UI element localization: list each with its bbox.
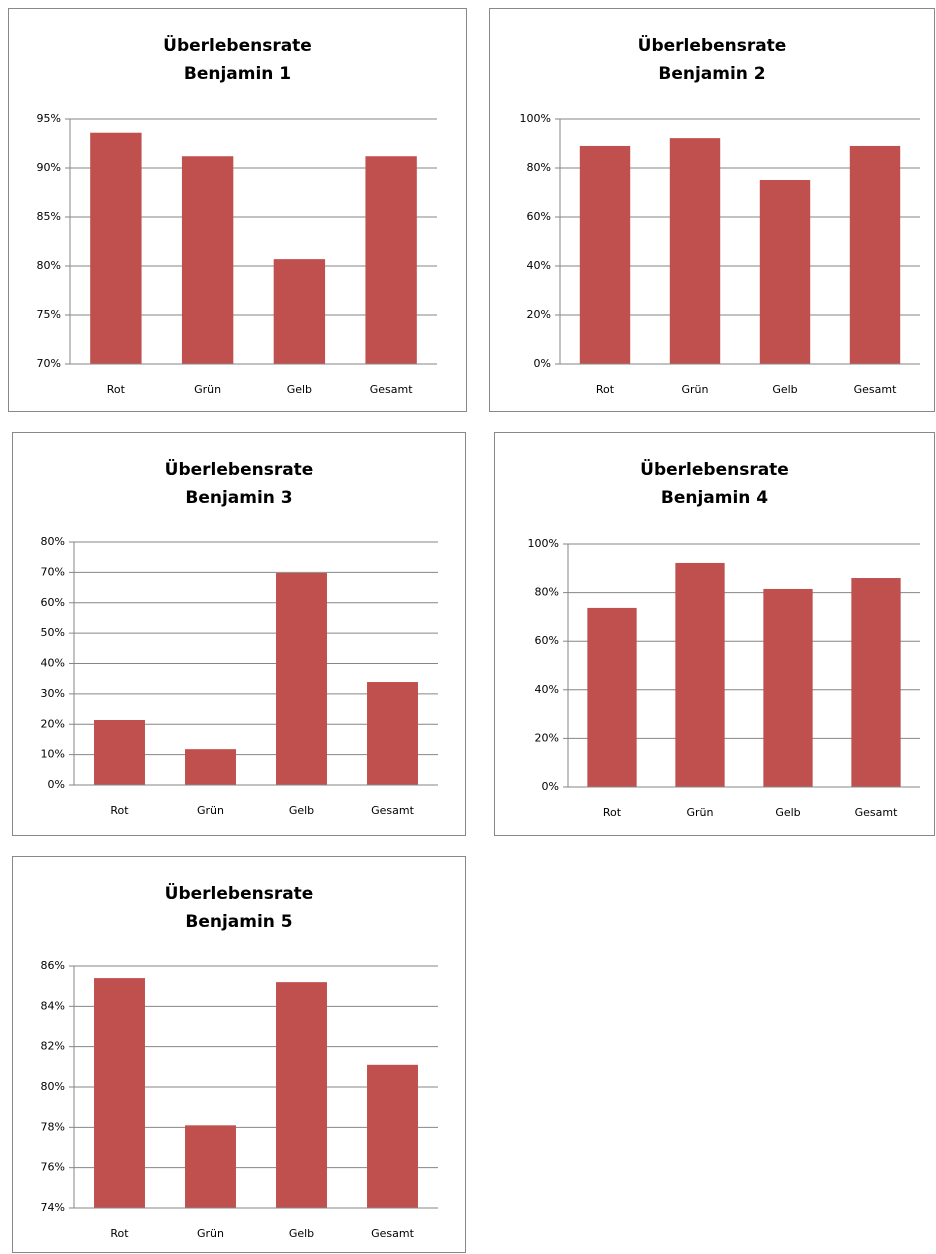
bar bbox=[94, 719, 145, 785]
chart-subtitle: Benjamin 5 bbox=[185, 912, 292, 932]
chart-title: Überlebensrate bbox=[163, 34, 312, 56]
bar bbox=[759, 180, 811, 364]
y-tick-label: 100% bbox=[520, 112, 551, 125]
chart-title: Überlebensrate bbox=[165, 882, 314, 904]
x-tick-label: Gelb bbox=[772, 383, 797, 396]
x-tick-label: Gelb bbox=[289, 1227, 314, 1240]
x-tick-label: Gesamt bbox=[371, 804, 414, 817]
y-tick-label: 95% bbox=[37, 112, 61, 125]
x-tick-label: Rot bbox=[110, 804, 129, 817]
y-tick-label: 20% bbox=[41, 717, 65, 730]
y-tick-label: 30% bbox=[41, 687, 65, 700]
chart: Überlebensrate Benjamin 3 0% 10% 20% 30% 40% 50… bbox=[12, 432, 466, 836]
y-tick-label: 0% bbox=[48, 778, 65, 791]
chart: Überlebensrate Benjamin 2 0% 20% 40% 60% 80% 10… bbox=[489, 8, 935, 412]
bar bbox=[94, 978, 145, 1208]
y-tick-label: 20% bbox=[535, 731, 559, 744]
y-tick-label: 20% bbox=[527, 308, 551, 321]
y-tick-label: 90% bbox=[37, 161, 61, 174]
y-tick-label: 80% bbox=[41, 535, 65, 548]
y-tick-label: 40% bbox=[41, 657, 65, 670]
y-tick-label: 0% bbox=[542, 780, 559, 793]
bar bbox=[90, 132, 142, 364]
chart: Überlebensrate Benjamin 4 0% 20% 40% 60% 80% 10… bbox=[494, 432, 935, 836]
bar bbox=[276, 572, 327, 785]
y-tick-label: 78% bbox=[41, 1120, 65, 1133]
bar bbox=[367, 682, 418, 785]
bar bbox=[273, 259, 326, 364]
bar bbox=[763, 588, 813, 787]
chart-subtitle: Benjamin 3 bbox=[185, 488, 292, 508]
bar bbox=[185, 749, 236, 785]
bar bbox=[185, 1125, 236, 1208]
y-tick-label: 84% bbox=[41, 999, 65, 1012]
x-tick-label: Gelb bbox=[775, 806, 800, 819]
y-tick-label: 80% bbox=[41, 1080, 65, 1093]
x-tick-label: Gelb bbox=[287, 383, 312, 396]
y-tick-label: 10% bbox=[41, 748, 65, 761]
y-tick-label: 60% bbox=[535, 634, 559, 647]
y-tick-label: 82% bbox=[41, 1040, 65, 1053]
chart-title: Überlebensrate bbox=[638, 34, 787, 56]
bar bbox=[276, 982, 327, 1208]
chart-title: Überlebensrate bbox=[640, 458, 789, 480]
x-tick-label: Rot bbox=[603, 806, 622, 819]
chart: Überlebensrate Benjamin 5 74% 76% 78% 80% 82% 8… bbox=[12, 856, 466, 1253]
y-tick-label: 80% bbox=[535, 586, 559, 599]
y-tick-label: 100% bbox=[528, 537, 559, 550]
y-tick-label: 0% bbox=[534, 357, 551, 370]
x-tick-label: Rot bbox=[110, 1227, 129, 1240]
bar bbox=[587, 607, 637, 787]
y-tick-label: 86% bbox=[41, 959, 65, 972]
y-tick-label: 75% bbox=[37, 308, 61, 321]
x-tick-label: Grün bbox=[197, 1227, 224, 1240]
bar bbox=[367, 1064, 418, 1208]
x-tick-label: Gelb bbox=[289, 804, 314, 817]
x-tick-label: Gesamt bbox=[855, 806, 898, 819]
y-tick-label: 70% bbox=[41, 565, 65, 578]
bar bbox=[579, 145, 631, 364]
y-tick-label: 80% bbox=[527, 161, 551, 174]
y-tick-label: 60% bbox=[41, 596, 65, 609]
x-tick-label: Grün bbox=[194, 383, 221, 396]
bar bbox=[675, 562, 725, 787]
y-tick-label: 50% bbox=[41, 626, 65, 639]
bar bbox=[365, 156, 417, 364]
y-tick-label: 85% bbox=[37, 210, 61, 223]
y-tick-label: 40% bbox=[535, 683, 559, 696]
x-tick-label: Grün bbox=[682, 383, 709, 396]
x-tick-label: Gesamt bbox=[370, 383, 413, 396]
x-tick-label: Gesamt bbox=[371, 1227, 414, 1240]
y-tick-label: 74% bbox=[41, 1201, 65, 1214]
bar bbox=[849, 145, 901, 364]
chart: Überlebensrate Benjamin 1 70% 75% 80% 85% 90% 9… bbox=[8, 8, 467, 412]
chart-subtitle: Benjamin 1 bbox=[184, 64, 291, 84]
bar bbox=[669, 138, 721, 364]
chart-subtitle: Benjamin 4 bbox=[661, 488, 768, 508]
y-tick-label: 40% bbox=[527, 259, 551, 272]
x-tick-label: Rot bbox=[107, 383, 126, 396]
y-tick-label: 80% bbox=[37, 259, 61, 272]
y-tick-label: 76% bbox=[41, 1161, 65, 1174]
chart-subtitle: Benjamin 2 bbox=[658, 64, 765, 84]
x-tick-label: Grün bbox=[687, 806, 714, 819]
x-tick-label: Grün bbox=[197, 804, 224, 817]
chart-title: Überlebensrate bbox=[165, 458, 314, 480]
x-tick-label: Gesamt bbox=[854, 383, 897, 396]
x-tick-label: Rot bbox=[596, 383, 615, 396]
y-tick-label: 70% bbox=[37, 357, 61, 370]
y-tick-label: 60% bbox=[527, 210, 551, 223]
bar bbox=[851, 578, 901, 787]
bar bbox=[181, 156, 234, 364]
